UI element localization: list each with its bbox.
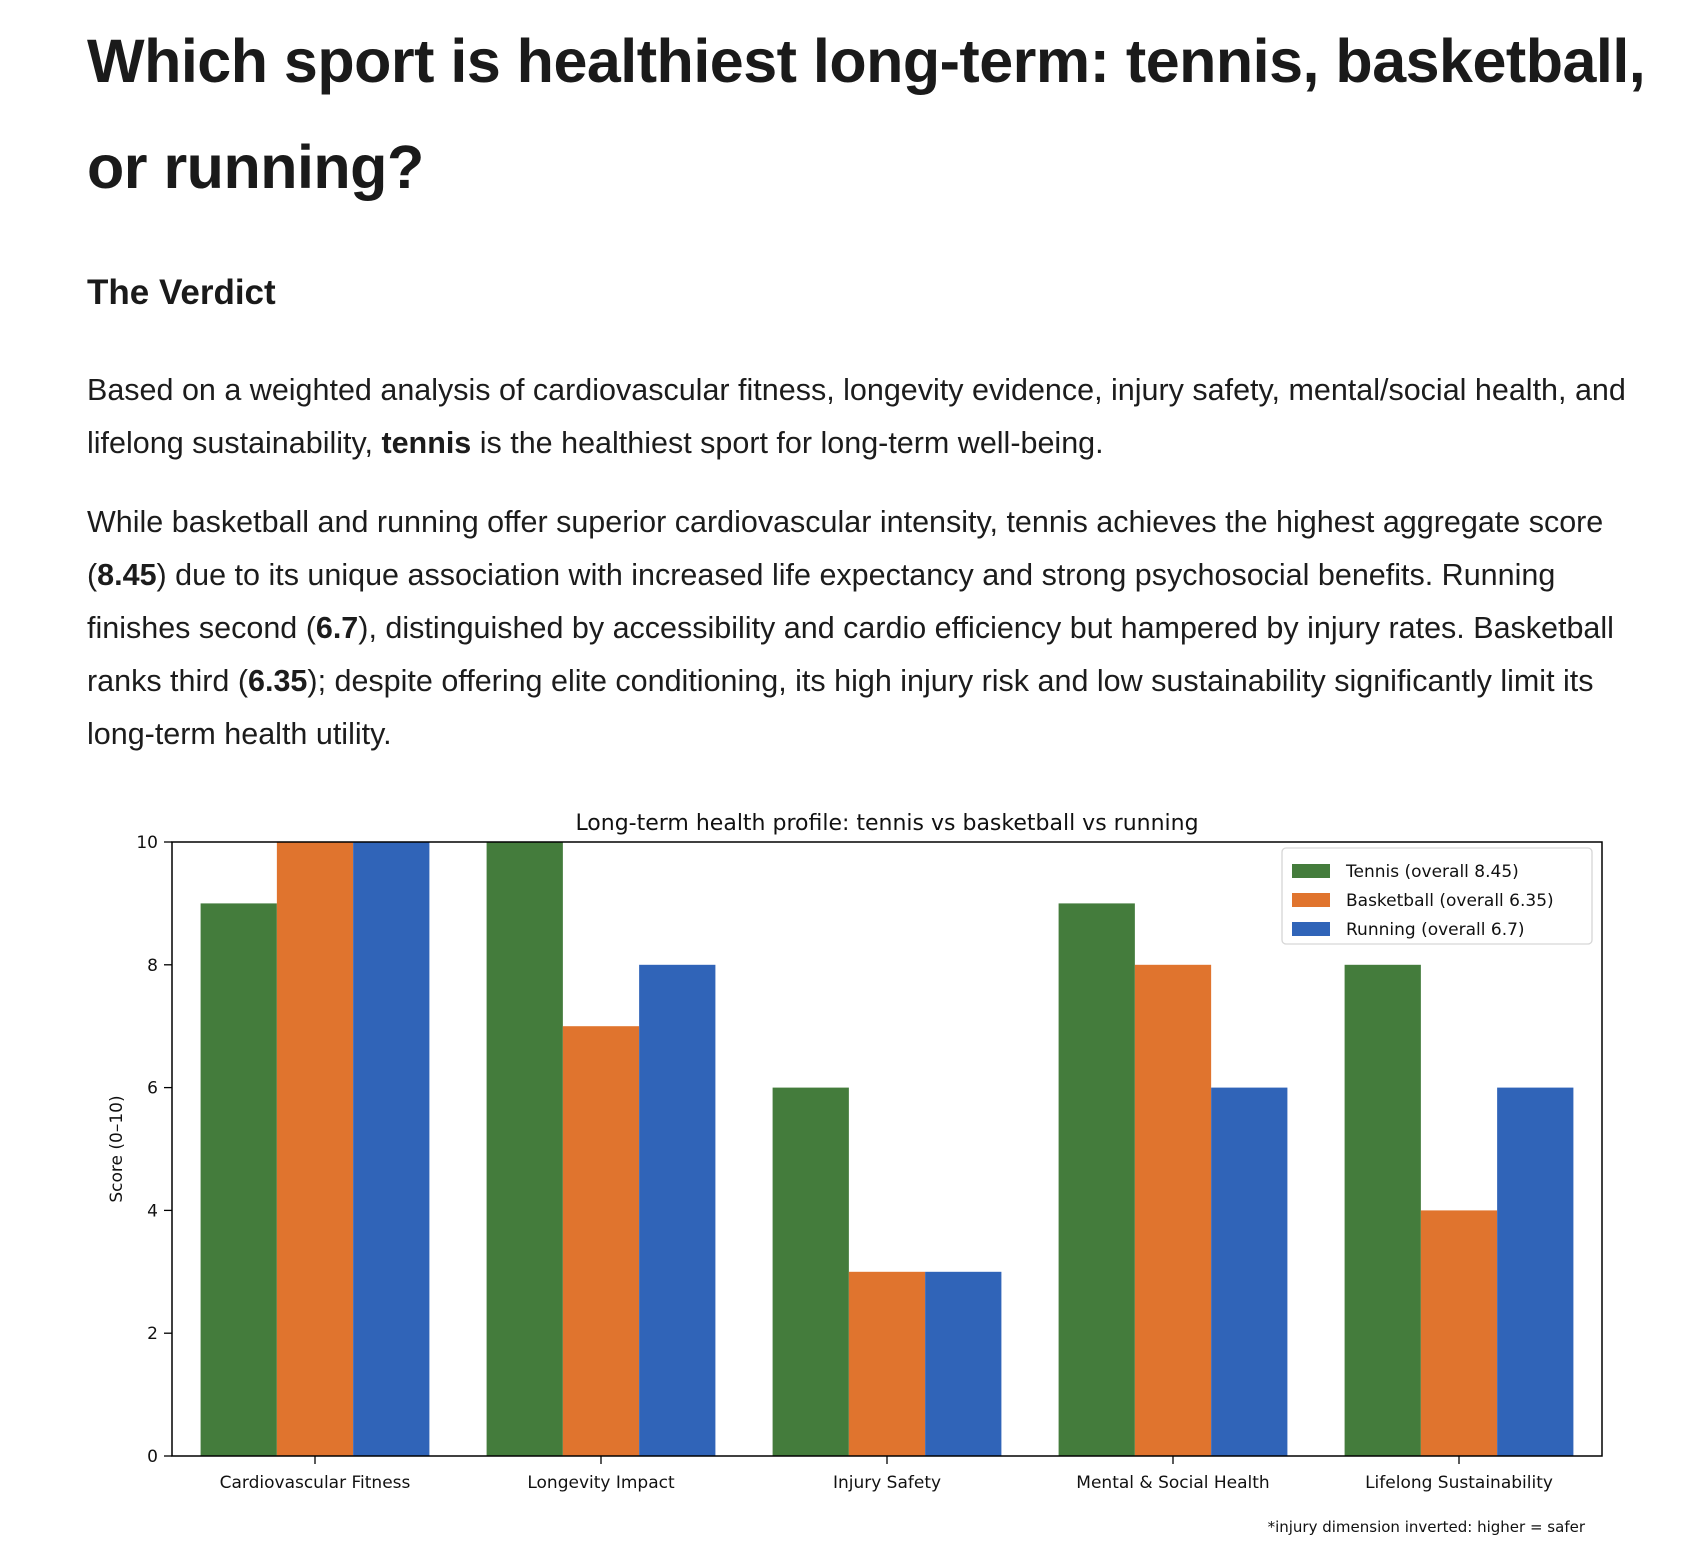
y-tick-label: 8 [147, 956, 158, 976]
page-title: Which sport is healthiest long-term: ten… [87, 27, 1646, 201]
verdict-text-2: is the healthiest sport for long-term we… [471, 426, 1104, 460]
legend-box [1281, 847, 1593, 945]
x-tick-label: Mental & Social Health [1076, 1473, 1269, 1493]
bar-2-2 [562, 1026, 640, 1456]
chart-footnote: *injury dimension inverted: higher = saf… [1268, 1518, 1586, 1536]
plot-frame [171, 841, 1603, 1457]
bar-1-2 [486, 842, 563, 1456]
x-tick-label: Longevity Impact [527, 1473, 675, 1493]
bar-2-1 [276, 842, 354, 1456]
running-score: 6.7 [315, 611, 359, 645]
bar-1-5 [1344, 964, 1421, 1456]
verdict-paragraph: Based on a weighted analysis of cardiova… [87, 364, 1647, 470]
bar-3-2 [639, 964, 716, 1456]
bar-2-4 [1134, 964, 1212, 1456]
x-tick-label: Injury Safety [833, 1473, 941, 1493]
scores-text-2: ) due to its unique association with inc… [87, 558, 1556, 645]
bar-3-4 [1211, 1087, 1288, 1456]
scores-text-4: ); despite offering elite conditioning, … [87, 664, 1594, 751]
section-heading: The Verdict [87, 273, 276, 312]
y-tick-label: 10 [136, 833, 158, 853]
chart-title: Long-term health profile: tennis vs bask… [575, 811, 1198, 836]
x-tick-label: Lifelong Sustainability [1365, 1473, 1553, 1493]
bar-3-5 [1497, 1087, 1574, 1456]
legend-swatch-1 [1292, 864, 1330, 878]
legend-label-1: Tennis (overall 8.45) [1345, 862, 1519, 882]
bar-1-3 [772, 1087, 849, 1456]
bar-1-4 [1058, 903, 1135, 1456]
tennis-score: 8.45 [97, 558, 157, 592]
y-axis-label: Score (0–10) [107, 1095, 127, 1202]
scores-paragraph: While basketball and running offer super… [87, 496, 1647, 761]
legend-swatch-2 [1292, 893, 1330, 907]
y-tick-label: 2 [147, 1324, 158, 1344]
basketball-score: 6.35 [248, 664, 308, 698]
bar-2-5 [1420, 1210, 1498, 1456]
bar-3-3 [925, 1271, 1002, 1456]
verdict-winner: tennis [381, 426, 472, 460]
x-tick-label: Cardiovascular Fitness [220, 1473, 411, 1493]
legend-swatch-3 [1292, 922, 1330, 936]
bar-2-3 [848, 1271, 926, 1456]
scores-text-3: ), distinguished by accessibility and ca… [87, 611, 1614, 698]
verdict-text-1: Based on a weighted analysis of cardiova… [87, 373, 1626, 460]
y-tick-label: 0 [147, 1447, 158, 1467]
bar-3-1 [353, 842, 430, 1456]
article: Which sport is healthiest long-term: ten… [87, 0, 1647, 761]
bar-1-1 [200, 903, 277, 1456]
scores-text-1: While basketball and running offer super… [87, 505, 1604, 592]
y-tick-label: 6 [147, 1079, 158, 1099]
legend-label-3: Running (overall 6.7) [1346, 920, 1525, 940]
y-tick-label: 4 [147, 1201, 158, 1221]
legend-label-2: Basketball (overall 6.35) [1346, 891, 1554, 911]
